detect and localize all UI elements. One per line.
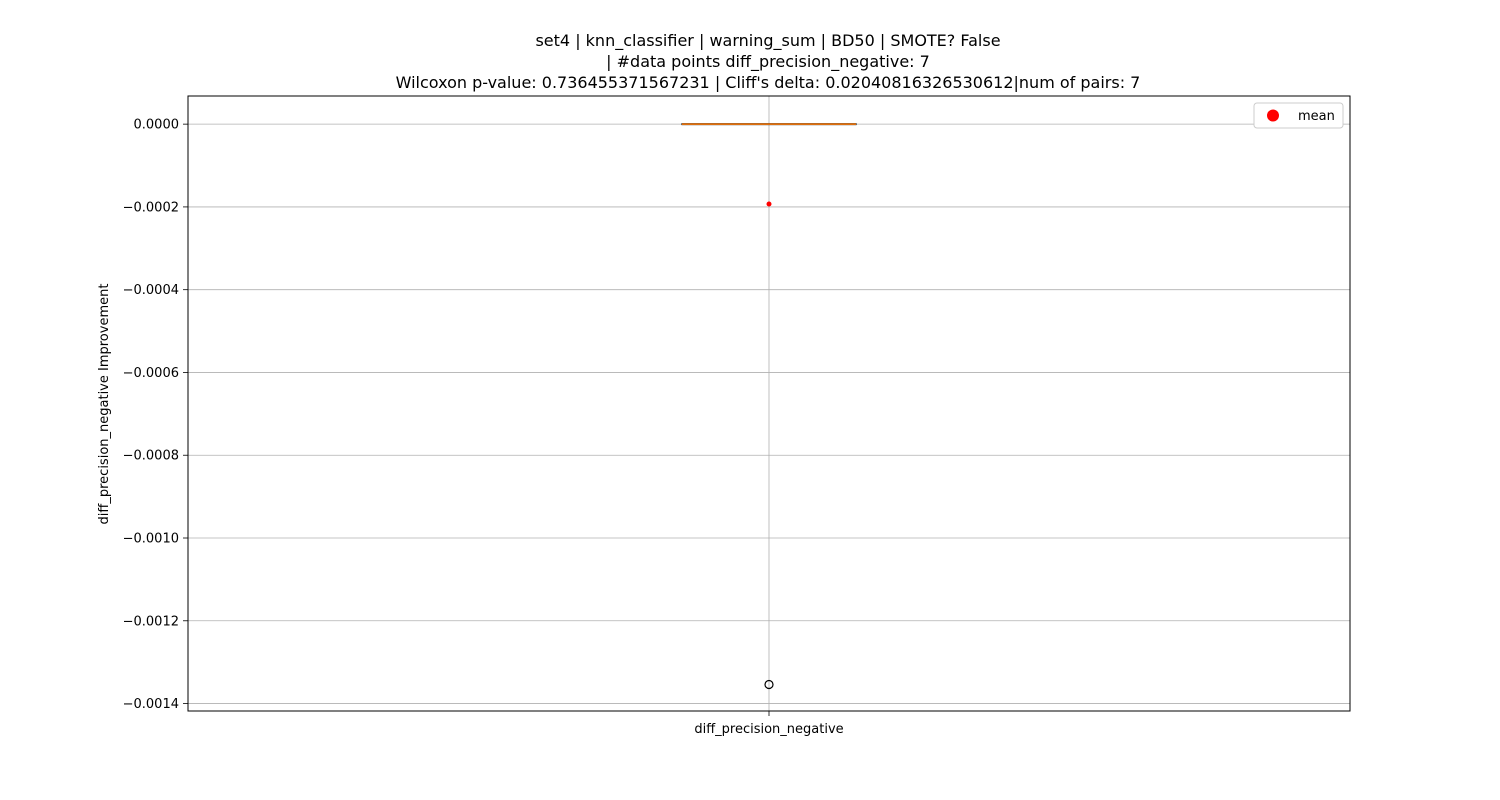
legend-mean-label: mean: [1298, 109, 1335, 124]
box-plot: [681, 123, 857, 690]
y-tick-label: −0.0004: [123, 283, 179, 298]
y-tick-label: −0.0006: [123, 366, 179, 381]
plot-frame: [187, 95, 1351, 712]
grid-lines: [188, 96, 1350, 711]
legend-mean-marker: [1267, 109, 1279, 122]
outlier-point: [764, 679, 774, 690]
y-tick-label: 0.0000: [134, 118, 180, 133]
y-axis-ticks: 0.0000 −0.0002 −0.0004 −0.0006 −0.0008 −0.001…: [123, 118, 188, 712]
y-tick-label: −0.0010: [123, 532, 179, 547]
legend: mean: [1253, 102, 1344, 129]
legend-frame: [1253, 102, 1344, 129]
y-tick-label: −0.0002: [123, 200, 179, 215]
y-tick-label: −0.0014: [123, 697, 179, 712]
y-axis-label: diff_precision_negative Improvement: [97, 284, 112, 525]
chart-title-line-3: Wilcoxon p-value: 0.736455371567231 | Cl…: [396, 73, 1141, 92]
y-tick-label: −0.0012: [123, 614, 179, 629]
mean-point: [766, 201, 772, 207]
chart-title: set4 | knn_classifier | warning_sum | BD…: [396, 31, 1141, 92]
chart-title-line-2: | #data points diff_precision_negative: …: [606, 52, 930, 72]
chart-title-line-1: set4 | knn_classifier | warning_sum | BD…: [535, 31, 1000, 51]
y-tick-label: −0.0008: [123, 449, 179, 464]
x-tick-label: diff_precision_negative: [694, 722, 843, 737]
x-axis-ticks: diff_precision_negative: [694, 711, 844, 737]
